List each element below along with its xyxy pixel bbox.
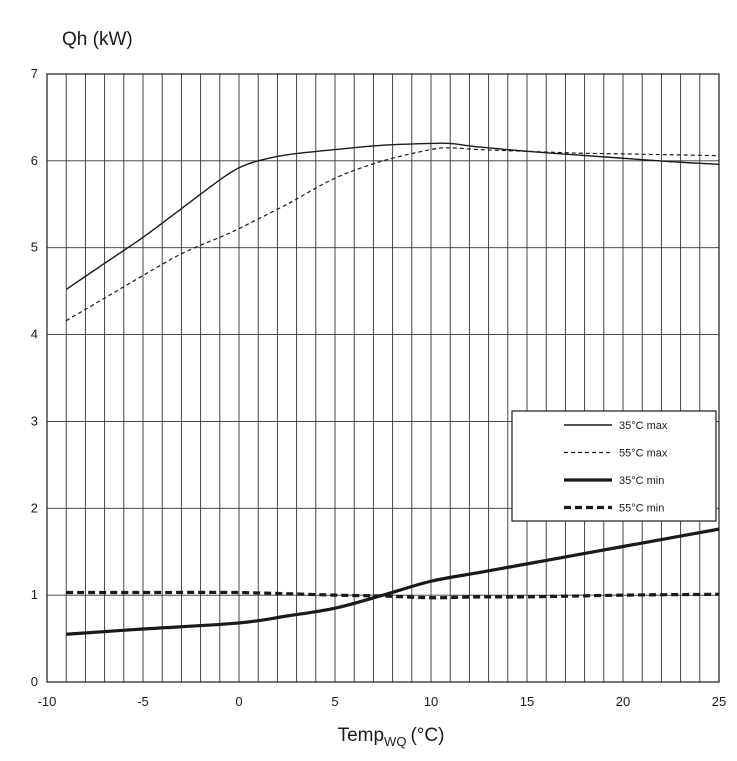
x-axis-label-unit: (°C) (410, 725, 444, 746)
y-tick-labels: 0 1 2 3 4 5 6 7 (31, 66, 38, 689)
y-tick-label: 7 (31, 66, 38, 81)
series-line-3 (66, 527, 720, 636)
x-axis-label: TempWQ (°C) (338, 725, 445, 749)
chart-title: Qh (kW) (62, 29, 133, 50)
y-tick-label: 5 (31, 240, 38, 255)
x-tick-label: 5 (331, 694, 338, 709)
series-group (65, 142, 720, 636)
x-tick-label: 10 (424, 694, 438, 709)
x-tick-label: 15 (520, 694, 534, 709)
legend-label-2: 55°C max (619, 448, 668, 460)
x-tick-label: 0 (235, 694, 242, 709)
legend-label-1: 35°C max (619, 420, 668, 432)
x-axis-label-main: Temp (338, 725, 384, 746)
y-tick-label: 0 (31, 674, 38, 689)
y-tick-label: 4 (31, 327, 38, 342)
legend-label-3: 35°C min (619, 475, 664, 487)
legend-label-4: 55°C min (619, 503, 664, 515)
legend: 35°C max 55°C max 35°C min 55°C min (511, 410, 717, 522)
x-axis-label-sub: WQ (384, 734, 406, 749)
x-tick-label: 20 (616, 694, 630, 709)
y-tick-label: 2 (31, 500, 38, 515)
grid (47, 74, 719, 682)
y-tick-label: 1 (31, 587, 38, 602)
plot-frame (46, 73, 720, 683)
x-tick-labels: -10 -5 0 5 10 15 20 25 (38, 694, 727, 709)
x-tick-label: 25 (712, 694, 726, 709)
series-line-2 (65, 147, 720, 322)
series-line-1 (65, 142, 720, 290)
series-line-4 (66, 590, 720, 600)
y-tick-label: 6 (31, 153, 38, 168)
x-tick-label: -10 (38, 694, 57, 709)
y-tick-label: 3 (31, 413, 38, 428)
legend-box (511, 410, 717, 522)
x-tick-label: -5 (137, 694, 149, 709)
